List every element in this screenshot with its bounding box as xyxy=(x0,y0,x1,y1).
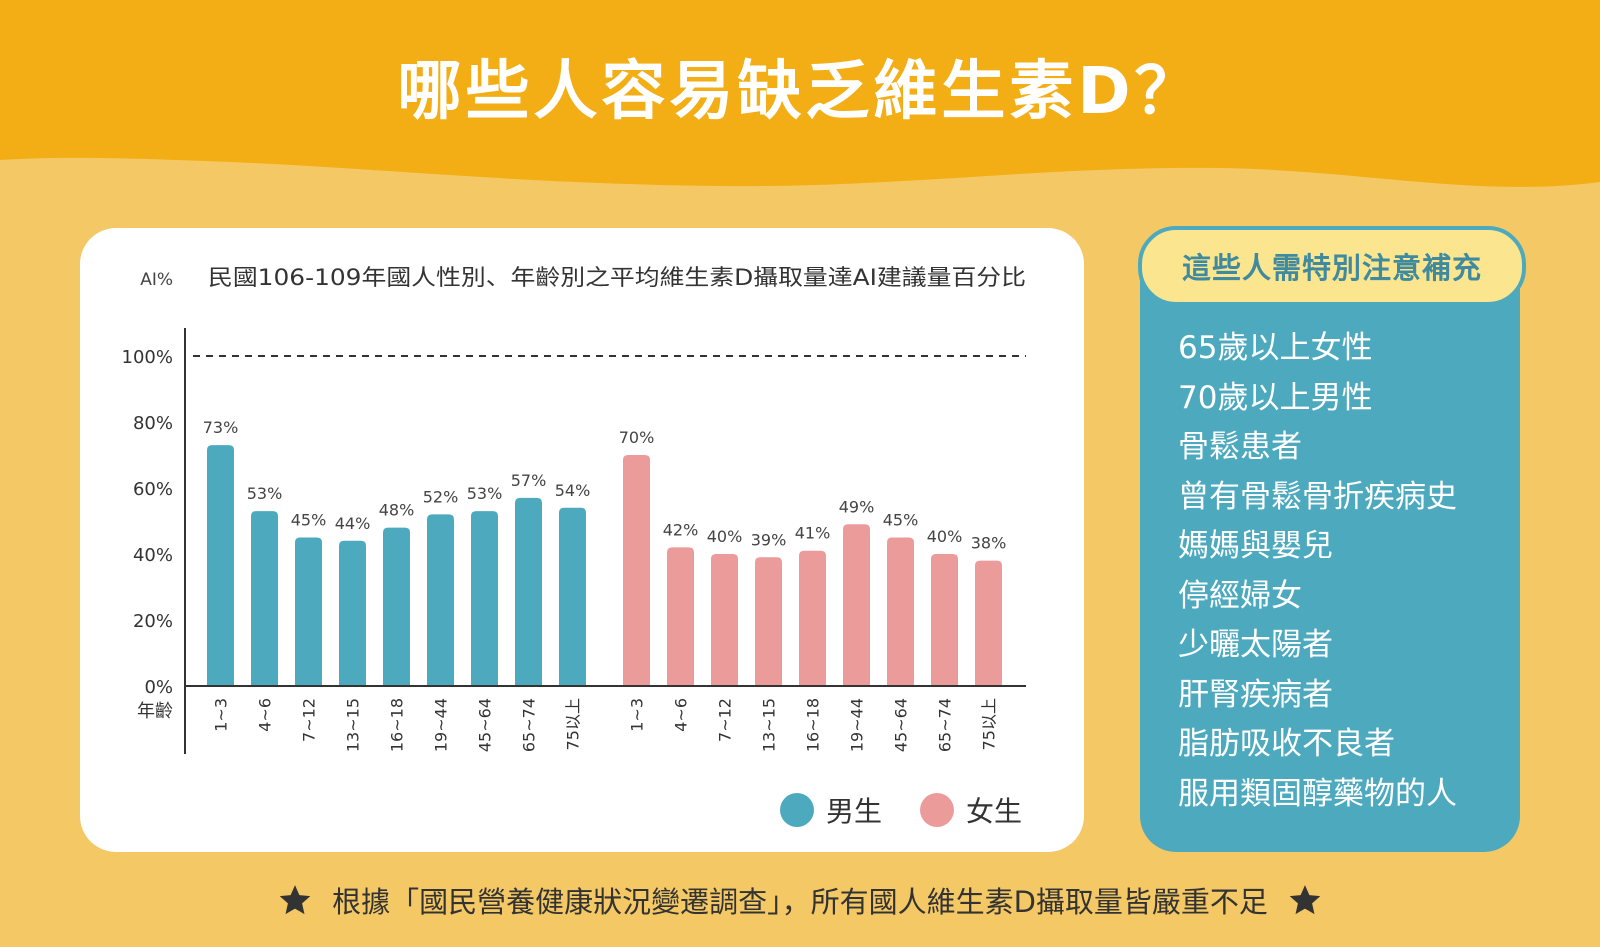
legend-label-male: 男生 xyxy=(826,795,883,828)
data-label: 48% xyxy=(379,501,415,520)
x-tick-label: 65~74 xyxy=(936,698,955,752)
data-label: 38% xyxy=(971,534,1007,553)
x-tick-label: 16~18 xyxy=(804,698,823,752)
tip-item: 70歲以上男性 xyxy=(1178,379,1373,416)
x-tick-label: 45~64 xyxy=(476,698,495,752)
y-tick-label: 0% xyxy=(144,677,173,698)
data-label: 41% xyxy=(795,524,831,543)
bar xyxy=(207,445,234,686)
x-tick-label: 7~12 xyxy=(716,698,735,742)
x-tick-label: 1~3 xyxy=(628,698,647,732)
bar xyxy=(667,547,694,686)
tip-item: 媽媽與嬰兒 xyxy=(1178,528,1333,564)
x-tick-label: 19~44 xyxy=(848,698,867,752)
data-label: 73% xyxy=(203,418,239,437)
bar xyxy=(251,511,278,686)
footer-note: 根據「國民營養健康狀況變遷調查」，所有國人維生素D攝取量皆嚴重不足 xyxy=(0,872,1600,928)
data-label: 39% xyxy=(751,530,787,549)
x-tick-label: 4~6 xyxy=(672,698,691,732)
tip-item: 少曬太陽者 xyxy=(1178,627,1333,663)
data-label: 42% xyxy=(663,520,699,539)
footer-text: 根據「國民營養健康狀況變遷調查」，所有國人維生素D攝取量皆嚴重不足 xyxy=(332,885,1268,919)
bar xyxy=(711,554,738,686)
bar-chart: AI% 民國106-109年國人性別、年齡別之平均維生素D攝取量達AI建議量百分比… xyxy=(122,266,1026,754)
x-tick-label: 13~15 xyxy=(344,698,363,752)
page-title: 哪些人容易缺乏維生素D？ xyxy=(397,55,1203,129)
bar xyxy=(515,497,542,686)
bar xyxy=(755,557,782,686)
tip-item: 65歲以上女性 xyxy=(1178,330,1373,366)
bar xyxy=(931,554,958,686)
legend-item-male: 男生 xyxy=(780,790,882,830)
x-tick-label: 4~6 xyxy=(256,698,275,732)
y-tick-label: 40% xyxy=(133,545,173,566)
y-tick-label: 20% xyxy=(133,611,173,632)
bar xyxy=(559,507,586,686)
star-icon xyxy=(279,885,311,915)
x-axis-label: 年齡 xyxy=(137,701,173,722)
x-tick-label: 45~64 xyxy=(892,698,911,752)
bar xyxy=(799,550,826,686)
x-tick-label: 1~3 xyxy=(212,698,231,732)
tip-item: 骨鬆患者 xyxy=(1178,429,1302,465)
data-label: 70% xyxy=(619,428,655,447)
chart-card: AI% 民國106-109年國人性別、年齡別之平均維生素D攝取量達AI建議量百分比… xyxy=(80,228,1084,852)
x-tick-label: 65~74 xyxy=(520,698,539,752)
star-icon xyxy=(1289,885,1321,915)
bar xyxy=(623,455,650,686)
data-label: 45% xyxy=(883,511,919,530)
tip-panel: 這些人需特別注意補充 65歲以上女性 70歲以上男性 骨鬆患者 曾有骨鬆骨折疾病… xyxy=(1138,226,1526,852)
tip-item: 服用類固醇藥物的人 xyxy=(1178,775,1457,812)
data-label: 40% xyxy=(927,527,963,546)
data-label: 53% xyxy=(247,484,283,503)
tip-item: 脂肪吸收不良者 xyxy=(1178,726,1395,762)
bar xyxy=(471,511,498,686)
data-label: 44% xyxy=(335,514,371,533)
legend-swatch-male xyxy=(780,793,814,827)
legend: 男生 女生 xyxy=(780,788,1022,832)
legend-label-female: 女生 xyxy=(966,795,1023,828)
legend-item-female: 女生 xyxy=(920,790,1022,830)
legend-swatch-female xyxy=(920,793,955,827)
y-axis-label: AI% xyxy=(140,270,173,290)
data-label: 40% xyxy=(707,527,743,546)
tip-item: 曾有骨鬆骨折疾病史 xyxy=(1178,478,1457,515)
bar xyxy=(975,560,1002,686)
bar xyxy=(295,537,322,686)
data-label: 54% xyxy=(555,481,591,500)
tip-item: 停經婦女 xyxy=(1178,577,1302,614)
y-tick-label: 60% xyxy=(133,479,173,500)
x-tick-label: 19~44 xyxy=(432,698,451,752)
y-tick-label: 100% xyxy=(122,347,173,368)
chart-title: 民國106-109年國人性別、年齡別之平均維生素D攝取量達AI建議量百分比 xyxy=(208,266,1026,291)
tip-item: 肝腎疾病者 xyxy=(1178,676,1333,713)
data-label: 53% xyxy=(467,484,503,503)
x-tick-label: 75以上 xyxy=(564,698,583,750)
bar xyxy=(887,537,914,686)
bar xyxy=(843,524,870,686)
x-tick-label: 16~18 xyxy=(388,698,407,752)
bar xyxy=(339,540,366,686)
data-label: 49% xyxy=(839,497,875,516)
data-label: 57% xyxy=(511,471,547,490)
header-band xyxy=(0,0,1600,200)
x-tick-label: 7~12 xyxy=(300,698,319,742)
data-label: 52% xyxy=(423,487,459,506)
bar xyxy=(383,527,410,686)
data-label: 45% xyxy=(291,511,327,530)
x-tick-label: 13~15 xyxy=(760,698,779,752)
tip-panel-title: 這些人需特別注意補充 xyxy=(1138,226,1526,306)
tip-list: 65歲以上女性 70歲以上男性 骨鬆患者 曾有骨鬆骨折疾病史 媽媽與嬰兒 停經婦… xyxy=(1178,324,1457,819)
y-tick-label: 80% xyxy=(133,413,173,434)
x-tick-label: 75以上 xyxy=(980,698,999,750)
bar xyxy=(427,514,454,686)
